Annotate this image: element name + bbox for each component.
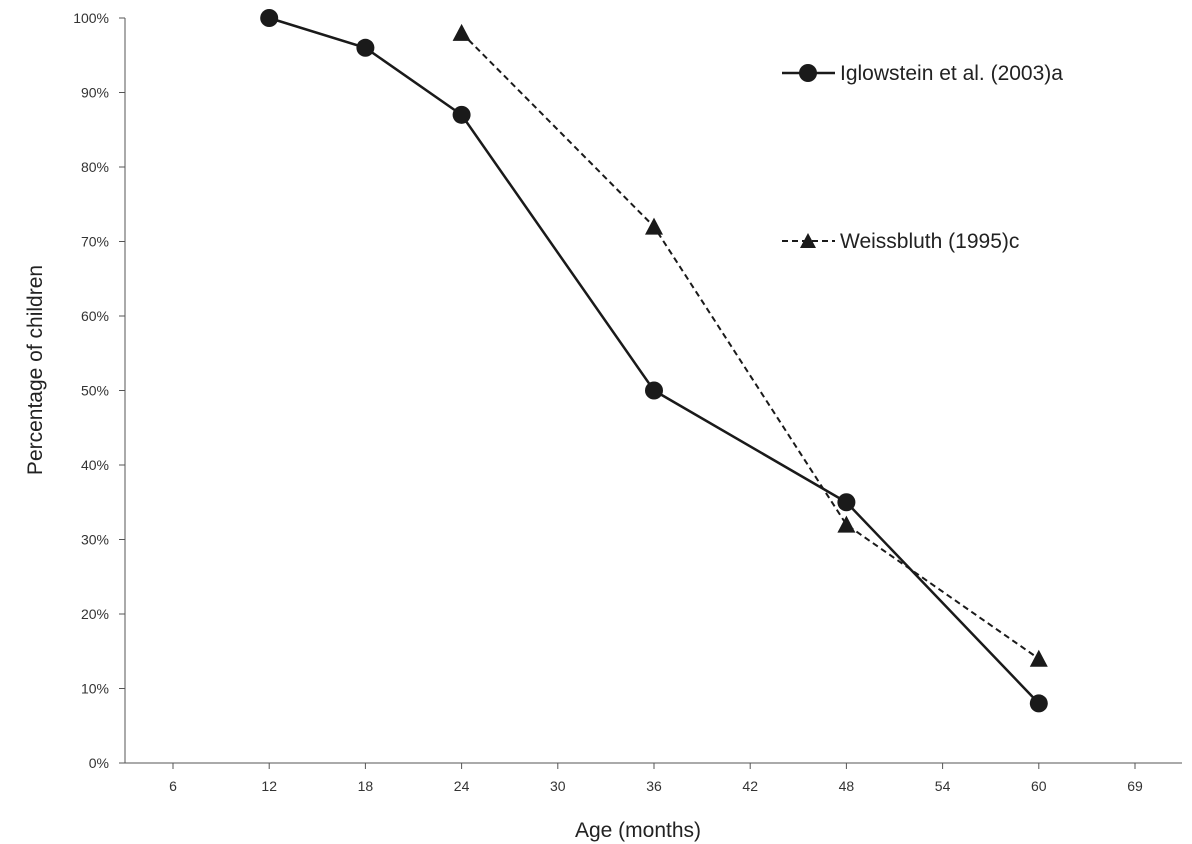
x-tick-label: 6: [169, 778, 177, 794]
legend-triangle-marker: [800, 233, 816, 248]
data-point-circle: [837, 493, 856, 512]
y-axis-title: Percentage of children: [24, 265, 47, 475]
x-tick-label: 12: [261, 778, 277, 794]
x-axis-title: Age (months): [575, 819, 701, 842]
data-point-circle: [452, 105, 471, 124]
y-tick-label: 100%: [73, 10, 109, 26]
x-tick-label: 60: [1031, 778, 1047, 794]
y-tick-label: 60%: [81, 308, 109, 324]
legend-label-weissbluth: Weissbluth (1995)c: [840, 230, 1019, 253]
y-tick-label: 80%: [81, 159, 109, 175]
legend-item-iglowstein: Iglowstein et al. (2003)a: [782, 62, 1063, 85]
data-point-circle: [356, 38, 375, 57]
data-point-circle: [645, 381, 663, 400]
x-tick-label: 36: [646, 778, 662, 794]
legend-label-iglowstein: Iglowstein et al. (2003)a: [840, 62, 1063, 85]
y-tick-label: 70%: [81, 234, 109, 250]
data-point-circle: [260, 9, 279, 27]
data-point-triangle: [837, 515, 856, 533]
data-point-triangle: [645, 217, 663, 235]
y-tick-label: 10%: [81, 681, 109, 697]
x-tick-label: 30: [550, 778, 566, 794]
legend-item-weissbluth: Weissbluth (1995)c: [782, 230, 1019, 253]
legend-circle-marker: [799, 64, 817, 82]
x-tick-label: 18: [358, 778, 374, 794]
y-tick-label: 0%: [89, 755, 109, 771]
y-tick-label: 90%: [81, 85, 109, 101]
y-tick-label: 40%: [81, 457, 109, 473]
x-axis-ticks: 6 12 18 24 30 36 42 48 54 60 69: [169, 763, 1143, 794]
y-axis-ticks: 0% 10% 20% 30% 40% 50% 60% 70% 80% 90% 100%: [73, 10, 125, 771]
y-tick-label: 30%: [81, 532, 109, 548]
y-tick-label: 50%: [81, 383, 109, 399]
y-tick-label: 20%: [81, 606, 109, 622]
legend: Iglowstein et al. (2003)a Weissbluth (19…: [782, 62, 1063, 253]
data-point-triangle: [1029, 649, 1048, 667]
series-line-weissbluth: [460, 32, 1040, 660]
series-line-iglowstein: [268, 16, 1040, 705]
x-tick-label: 54: [935, 778, 951, 794]
x-tick-label: 48: [839, 778, 855, 794]
data-point-circle: [1029, 694, 1048, 713]
x-tick-label: 42: [742, 778, 758, 794]
x-tick-label: 69: [1127, 778, 1143, 794]
x-tick-label: 24: [454, 778, 470, 794]
series-layer: [260, 9, 1048, 713]
data-point-triangle: [452, 23, 471, 41]
